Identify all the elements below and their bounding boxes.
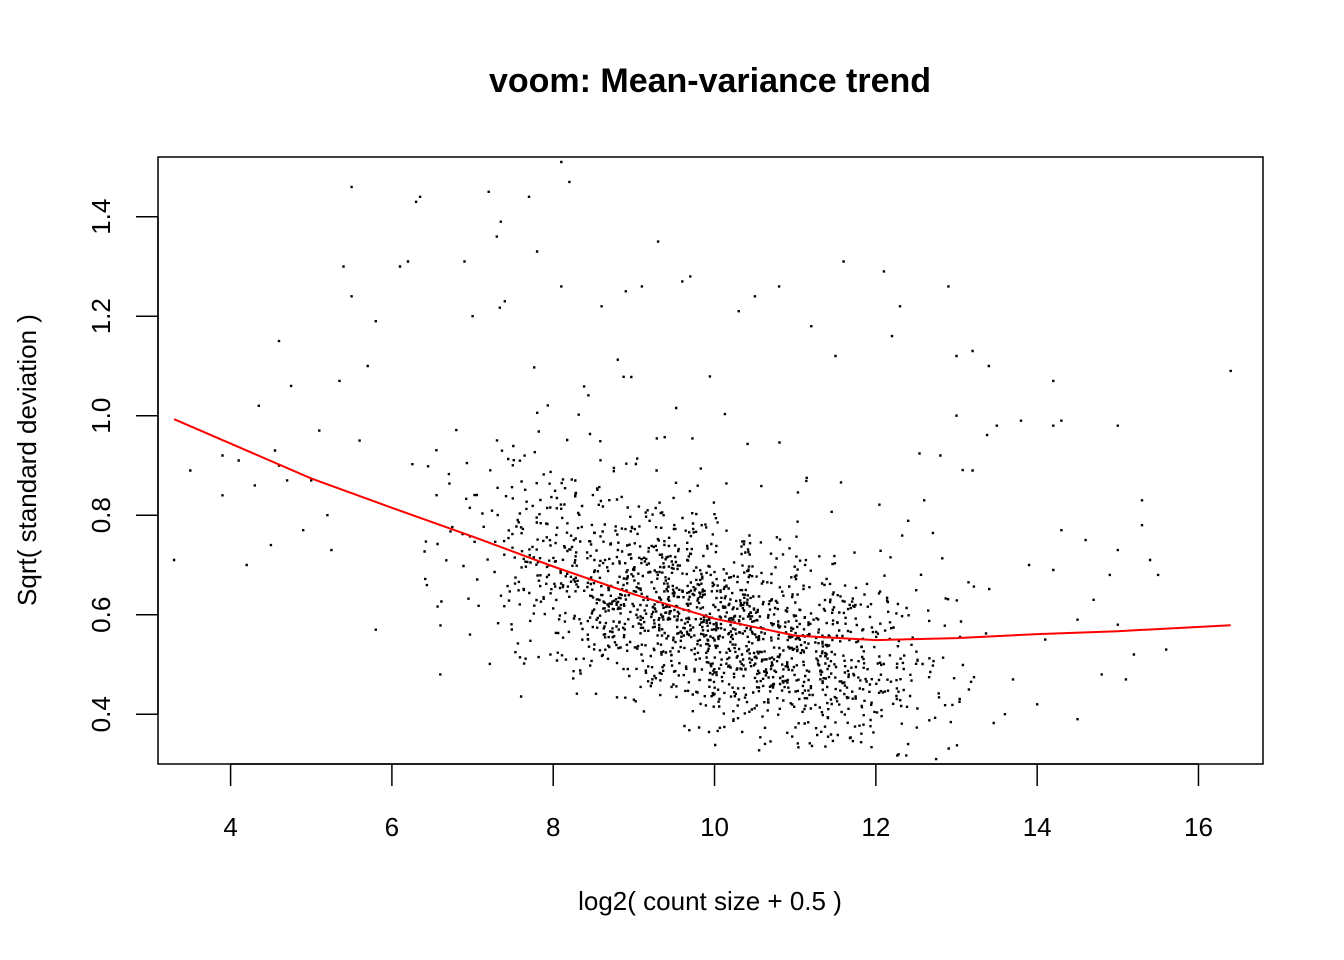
y-axis: 0.4 0.6 0.8 1.0 1.2 1.4: [86, 199, 159, 732]
y-tick-label: 1.0: [86, 398, 116, 434]
x-axis: 4 6 8 10 12 14 16: [223, 763, 1213, 842]
y-tick-label: 0.6: [86, 597, 116, 633]
x-tick-label: 6: [385, 812, 399, 842]
x-tick-label: 4: [223, 812, 237, 842]
y-tick-label: 0.8: [86, 497, 116, 533]
x-tick-label: 16: [1184, 812, 1213, 842]
x-tick-label: 14: [1023, 812, 1052, 842]
x-tick-label: 12: [861, 812, 890, 842]
y-tick-label: 1.4: [86, 199, 116, 235]
x-axis-label: log2( count size + 0.5 ): [578, 886, 842, 916]
y-tick-label: 0.4: [86, 696, 116, 732]
y-tick-label: 1.2: [86, 298, 116, 334]
x-tick-label: 8: [546, 812, 560, 842]
scatter-points: [172, 160, 1232, 761]
x-tick-label: 10: [700, 812, 729, 842]
trend-line: [173, 418, 1231, 642]
chart-title: voom: Mean-variance trend: [489, 62, 931, 100]
data-points: [172, 160, 1232, 761]
y-axis-label: Sqrt( standard deviation ): [12, 314, 42, 606]
